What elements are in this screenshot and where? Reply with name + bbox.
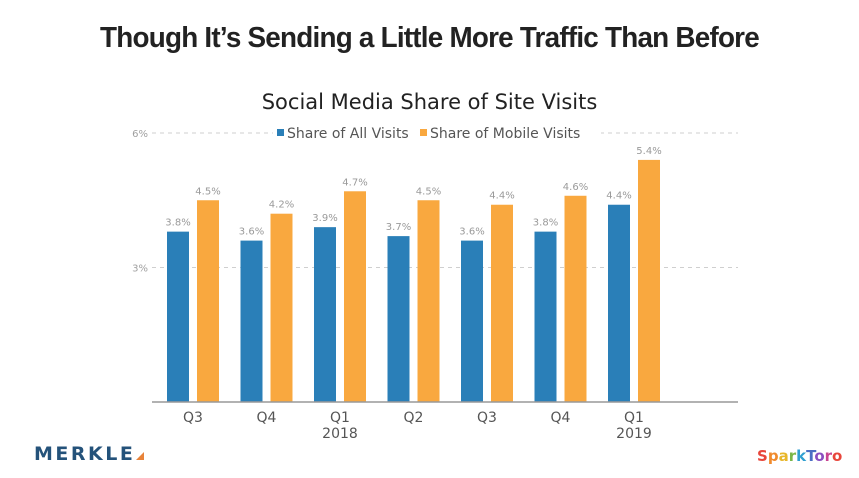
bar-all-visits	[240, 240, 263, 402]
x-tick-label: Q3	[477, 410, 497, 426]
bar-mobile-visits	[638, 159, 660, 402]
sparktoro-letter: o	[832, 447, 843, 465]
sparktoro-letter: T	[806, 447, 815, 465]
merkle-logo-mark	[136, 452, 144, 460]
x-tick-label: Q3	[183, 410, 203, 426]
bar-mobile-visits	[270, 213, 293, 402]
sparktoro-letter: o	[814, 447, 825, 465]
chart-title: Social Media Share of Site Visits	[261, 90, 598, 114]
legend-swatch	[420, 129, 427, 136]
x-tick-label: Q2	[404, 410, 424, 426]
sparktoro-letter: r	[788, 447, 797, 465]
x-tick-label: Q1	[624, 410, 644, 426]
bar-all-visits	[314, 227, 336, 402]
merkle-logo: MERKLE	[34, 443, 136, 465]
sparktoro-letter: p	[767, 447, 779, 465]
sparktoro-letter: k	[796, 447, 807, 465]
bar-mobile-visits	[417, 200, 440, 402]
legend-bg	[416, 124, 601, 142]
data-label: 4.7%	[342, 177, 367, 188]
data-label: 4.4%	[606, 191, 631, 202]
data-label: 5.4%	[636, 146, 661, 157]
x-tick-sublabel: 2019	[616, 426, 652, 442]
sparktoro-letter: S	[757, 447, 768, 465]
bar-mobile-visits	[491, 204, 513, 402]
bar-all-visits	[534, 231, 557, 402]
y-tick-label: 3%	[132, 264, 148, 275]
legend-bg	[273, 124, 413, 142]
x-tick-label: Q1	[330, 410, 350, 426]
x-tick-label: Q4	[551, 410, 571, 426]
sparktoro-logo: SparkToro	[757, 447, 842, 465]
x-tick-label: Q4	[257, 410, 277, 426]
x-tick-sublabel: 2018	[322, 426, 358, 442]
data-label: 4.5%	[416, 186, 441, 197]
bar-all-visits	[387, 236, 410, 402]
bar-all-visits	[461, 240, 483, 402]
legend-swatch	[277, 129, 284, 136]
sparktoro-letter: a	[778, 447, 789, 465]
bar-mobile-visits	[197, 200, 219, 402]
data-label: 3.6%	[459, 227, 484, 238]
bar-mobile-visits	[564, 195, 587, 402]
bar-all-visits	[167, 231, 189, 402]
data-label: 3.8%	[533, 218, 558, 229]
data-label: 3.7%	[386, 222, 411, 233]
y-tick-label: 6%	[132, 129, 148, 140]
data-label: 3.8%	[165, 218, 190, 229]
bar-mobile-visits	[344, 191, 366, 402]
sparktoro-letter: r	[824, 447, 833, 465]
data-label: 4.2%	[269, 200, 294, 211]
data-label: 4.6%	[563, 182, 588, 193]
data-label: 3.6%	[239, 227, 264, 238]
bar-all-visits	[608, 204, 630, 402]
legend-label: Share of All Visits	[287, 126, 409, 142]
data-label: 3.9%	[312, 213, 337, 224]
slide-headline: Though It’s Sending a Little More Traffi…	[100, 22, 760, 54]
data-label: 4.5%	[195, 186, 220, 197]
legend-label: Share of Mobile Visits	[430, 126, 580, 142]
data-label: 4.4%	[489, 191, 514, 202]
